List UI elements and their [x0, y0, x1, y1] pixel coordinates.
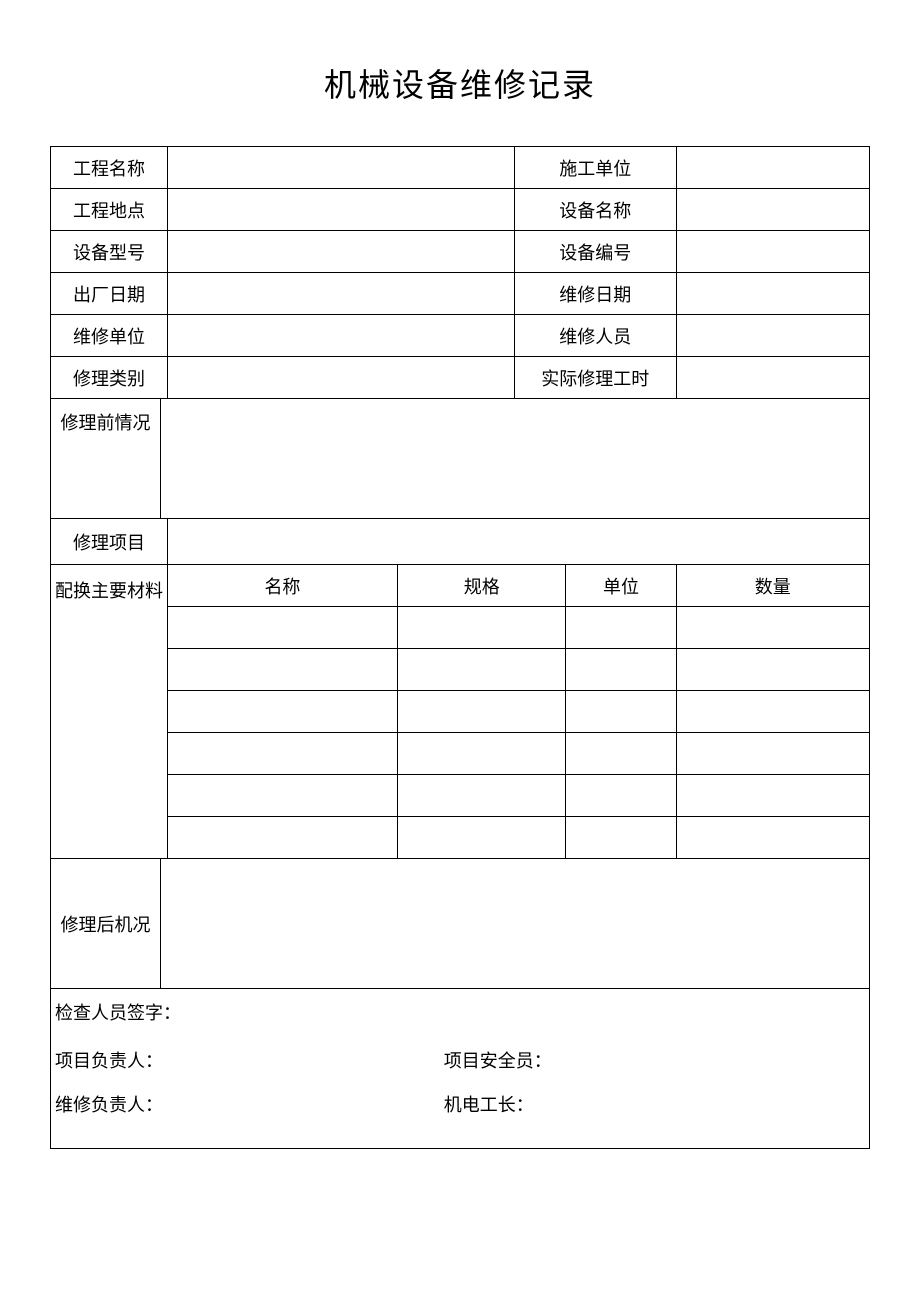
table-row: 工程名称 施工单位: [51, 147, 870, 189]
repair-personnel-label: 维修人员: [514, 315, 676, 357]
project-name-value: [167, 147, 514, 189]
material-name-cell: [167, 691, 397, 733]
material-quantity-cell: [676, 607, 869, 649]
inspector-sign-label: 检查人员签字：: [55, 999, 865, 1025]
material-row: [51, 817, 870, 859]
equipment-number-value: [676, 231, 869, 273]
project-safety-label: 项目安全员：: [444, 1047, 865, 1073]
material-unit-cell: [566, 775, 676, 817]
material-quantity-cell: [676, 649, 869, 691]
construction-unit-label: 施工单位: [514, 147, 676, 189]
equipment-number-label: 设备编号: [514, 231, 676, 273]
materials-label: 配换主要材料: [51, 565, 168, 859]
repair-date-label: 维修日期: [514, 273, 676, 315]
material-spec-cell: [397, 775, 566, 817]
table-row: 设备型号 设备编号: [51, 231, 870, 273]
material-name-header: 名称: [167, 565, 397, 607]
after-repair-value: [161, 859, 870, 989]
material-unit-cell: [566, 817, 676, 859]
table-row: 工程地点 设备名称: [51, 189, 870, 231]
maintenance-record-table: 工程名称 施工单位 工程地点 设备名称 设备型号 设备编号 出厂日期 维修日期 …: [50, 146, 870, 1149]
repair-category-value: [167, 357, 514, 399]
material-spec-cell: [397, 733, 566, 775]
material-name-cell: [167, 775, 397, 817]
repair-date-value: [676, 273, 869, 315]
material-quantity-cell: [676, 733, 869, 775]
signature-block: 检查人员签字： 项目负责人： 项目安全员： 维修负责人： 机电工长：: [51, 989, 870, 1149]
actual-repair-hours-label: 实际修理工时: [514, 357, 676, 399]
repair-unit-value: [167, 315, 514, 357]
signature-row: 检查人员签字： 项目负责人： 项目安全员： 维修负责人： 机电工长：: [51, 989, 870, 1149]
equipment-model-value: [167, 231, 514, 273]
repair-item-label: 修理项目: [51, 519, 168, 565]
factory-date-value: [167, 273, 514, 315]
material-row: [51, 607, 870, 649]
material-name-cell: [167, 607, 397, 649]
material-row: [51, 775, 870, 817]
project-location-value: [167, 189, 514, 231]
project-name-label: 工程名称: [51, 147, 168, 189]
factory-date-label: 出厂日期: [51, 273, 168, 315]
material-spec-cell: [397, 649, 566, 691]
material-spec-cell: [397, 817, 566, 859]
material-name-cell: [167, 649, 397, 691]
material-unit-cell: [566, 649, 676, 691]
material-quantity-cell: [676, 775, 869, 817]
table-row: 维修单位 维修人员: [51, 315, 870, 357]
material-spec-cell: [397, 691, 566, 733]
material-unit-header: 单位: [566, 565, 676, 607]
material-name-cell: [167, 817, 397, 859]
material-row: [51, 649, 870, 691]
material-quantity-cell: [676, 817, 869, 859]
repair-category-label: 修理类别: [51, 357, 168, 399]
material-name-cell: [167, 733, 397, 775]
materials-header-row: 配换主要材料 名称 规格 单位 数量: [51, 565, 870, 607]
material-quantity-cell: [676, 691, 869, 733]
equipment-name-value: [676, 189, 869, 231]
material-unit-cell: [566, 607, 676, 649]
repair-unit-label: 维修单位: [51, 315, 168, 357]
table-row: 修理前情况: [51, 399, 870, 519]
project-location-label: 工程地点: [51, 189, 168, 231]
material-unit-cell: [566, 691, 676, 733]
table-row: 修理项目: [51, 519, 870, 565]
construction-unit-value: [676, 147, 869, 189]
electrician-label: 机电工长：: [444, 1091, 865, 1117]
equipment-model-label: 设备型号: [51, 231, 168, 273]
project-leader-label: 项目负责人：: [55, 1047, 444, 1073]
equipment-name-label: 设备名称: [514, 189, 676, 231]
material-spec-header: 规格: [397, 565, 566, 607]
table-row: 修理后机况: [51, 859, 870, 989]
material-spec-cell: [397, 607, 566, 649]
before-repair-label: 修理前情况: [51, 399, 161, 519]
material-row: [51, 733, 870, 775]
table-row: 修理类别 实际修理工时: [51, 357, 870, 399]
before-repair-value: [161, 399, 870, 519]
repair-leader-label: 维修负责人：: [55, 1091, 444, 1117]
repair-personnel-value: [676, 315, 869, 357]
material-unit-cell: [566, 733, 676, 775]
actual-repair-hours-value: [676, 357, 869, 399]
table-row: 出厂日期 维修日期: [51, 273, 870, 315]
after-repair-label: 修理后机况: [51, 859, 161, 989]
repair-item-value: [167, 519, 869, 565]
material-row: [51, 691, 870, 733]
page-title: 机械设备维修记录: [50, 60, 870, 106]
material-quantity-header: 数量: [676, 565, 869, 607]
